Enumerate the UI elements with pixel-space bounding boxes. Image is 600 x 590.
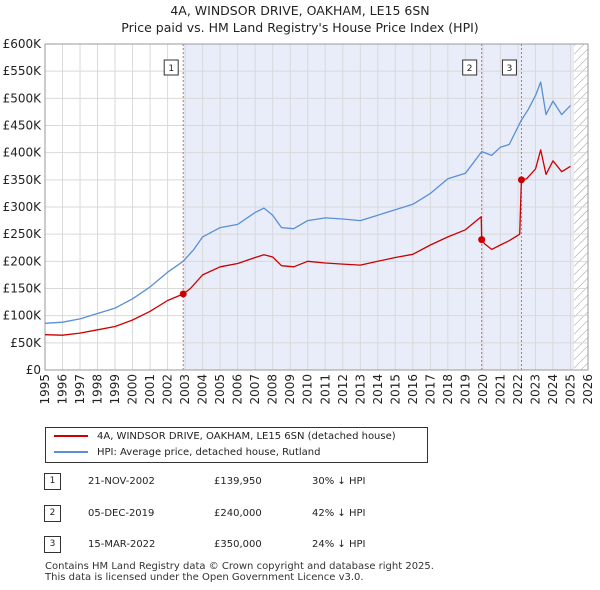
x-tick-label: 2013 bbox=[353, 374, 367, 405]
y-tick-label: £350K bbox=[3, 173, 43, 187]
y-tick-label: £100K bbox=[3, 309, 43, 323]
x-tick-label: 2025 bbox=[563, 374, 577, 405]
chart-title-subtitle: Price paid vs. HM Land Registry's House … bbox=[121, 20, 479, 35]
table-row: 3 15-MAR-2022 £350,000 24% ↓ HPI bbox=[0, 535, 600, 555]
sale-marker-label-2: 2 bbox=[467, 64, 473, 74]
y-tick-label: £0 bbox=[26, 363, 41, 377]
chart-title-address: 4A, WINDSOR DRIVE, OAKHAM, LE15 6SN bbox=[170, 3, 430, 18]
x-tick-label: 2009 bbox=[283, 374, 297, 405]
x-tick-label: 1998 bbox=[91, 374, 105, 405]
sale-point-1 bbox=[179, 290, 187, 298]
sale-number-badge: 3 bbox=[44, 536, 61, 553]
x-tick-label: 2014 bbox=[371, 374, 385, 405]
x-tick-label: 1996 bbox=[56, 374, 70, 405]
x-tick-label: 2008 bbox=[266, 374, 280, 405]
footer-copyright: Contains HM Land Registry data © Crown c… bbox=[45, 561, 434, 572]
x-tick-label: 2015 bbox=[388, 374, 402, 405]
x-tick-label: 2011 bbox=[318, 374, 332, 405]
sale-date: 15-MAR-2022 bbox=[88, 539, 156, 550]
legend-swatch-hpi bbox=[54, 451, 88, 453]
sale-marker-box-1 bbox=[163, 59, 179, 76]
sale-date: 21-NOV-2002 bbox=[88, 476, 155, 487]
price-chart: £0 £50K £100K £150K £200K £250K £300K £350K £400… bbox=[3, 37, 595, 405]
sale-point-2 bbox=[478, 236, 486, 244]
sale-price: £350,000 bbox=[214, 539, 262, 550]
sale-price: £139,950 bbox=[214, 476, 262, 487]
hpi-line bbox=[44, 81, 571, 324]
y-tick-label: £500K bbox=[3, 91, 43, 105]
y-tick-label: £600K bbox=[3, 37, 43, 51]
x-tick-label: 1999 bbox=[108, 374, 122, 405]
x-tick-label: 2016 bbox=[406, 374, 420, 405]
x-tick-label: 2005 bbox=[213, 374, 227, 405]
x-tick-label: 2026 bbox=[581, 374, 595, 405]
sale-point-3 bbox=[517, 176, 525, 184]
x-tick-label: 2012 bbox=[336, 374, 350, 405]
y-tick-label: £150K bbox=[3, 282, 43, 296]
y-tick-label: £400K bbox=[3, 146, 43, 160]
sale-date: 05-DEC-2019 bbox=[88, 508, 155, 519]
footer-licence: This data is licensed under the Open Gov… bbox=[45, 572, 364, 583]
x-tick-label: 2021 bbox=[493, 374, 507, 405]
x-tick-label: 2007 bbox=[248, 374, 262, 405]
x-tick-label: 2001 bbox=[143, 374, 157, 405]
x-tick-label: 2004 bbox=[196, 374, 210, 405]
x-tick-label: 1997 bbox=[73, 374, 87, 405]
legend-item-price: 4A, WINDSOR DRIVE, OAKHAM, LE15 6SN (det… bbox=[54, 429, 396, 445]
x-tick-label: 2003 bbox=[178, 374, 192, 405]
x-tick-label: 2000 bbox=[126, 374, 140, 405]
sale-hpi-diff: 30% ↓ HPI bbox=[312, 476, 366, 487]
table-row: 2 05-DEC-2019 £240,000 42% ↓ HPI bbox=[0, 504, 600, 524]
sale-marker-label-1: 1 bbox=[168, 64, 174, 74]
x-tick-label: 2020 bbox=[476, 374, 490, 405]
y-tick-label: £200K bbox=[3, 254, 43, 268]
y-tick-label: £250K bbox=[3, 227, 43, 241]
sale-price: £240,000 bbox=[214, 508, 262, 519]
x-tick-label: 2022 bbox=[511, 374, 525, 405]
sale-marker-box-2 bbox=[462, 59, 478, 76]
sale-number-badge: 1 bbox=[44, 473, 61, 490]
x-tick-label: 2019 bbox=[458, 374, 472, 405]
y-tick-label: £550K bbox=[3, 64, 43, 78]
x-tick-label: 2002 bbox=[161, 374, 175, 405]
plot-frame bbox=[44, 43, 589, 371]
x-tick-label: 2023 bbox=[528, 374, 542, 405]
sale-marker-label-3: 3 bbox=[507, 64, 513, 74]
sale-marker-box-3 bbox=[501, 59, 517, 76]
x-tick-label: 2006 bbox=[231, 374, 245, 405]
table-row: 1 21-NOV-2002 £139,950 30% ↓ HPI bbox=[0, 472, 600, 492]
y-tick-label: £300K bbox=[3, 200, 43, 214]
y-tick-label: £50K bbox=[10, 336, 42, 350]
x-tick-label: 2010 bbox=[301, 374, 315, 405]
legend-item-hpi: HPI: Average price, detached house, Rutl… bbox=[54, 445, 320, 461]
x-tick-label: 2018 bbox=[441, 374, 455, 405]
x-tick-label: 2024 bbox=[546, 374, 560, 405]
y-tick-label: £450K bbox=[3, 119, 43, 133]
sale-hpi-diff: 24% ↓ HPI bbox=[312, 539, 366, 550]
legend-swatch-price bbox=[54, 435, 88, 437]
legend-label-hpi: HPI: Average price, detached house, Rutl… bbox=[97, 447, 321, 458]
sale-hpi-diff: 42% ↓ HPI bbox=[312, 508, 366, 519]
sale-number-badge: 2 bbox=[44, 505, 61, 522]
legend-label-price: 4A, WINDSOR DRIVE, OAKHAM, LE15 6SN (det… bbox=[97, 431, 396, 442]
x-tick-label: 2017 bbox=[423, 374, 437, 405]
chart-legend: 4A, WINDSOR DRIVE, OAKHAM, LE15 6SN (det… bbox=[45, 427, 428, 463]
x-tick-label: 1995 bbox=[38, 374, 52, 405]
